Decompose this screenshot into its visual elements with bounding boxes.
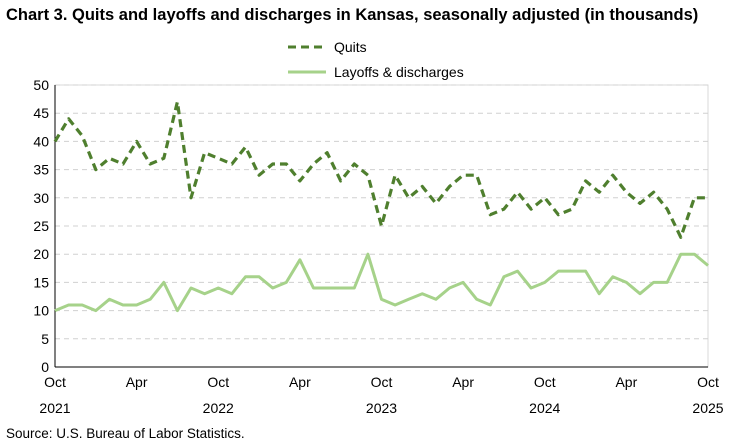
- y-tick-label: 20: [33, 246, 49, 262]
- source-note: Source: U.S. Bureau of Labor Statistics.: [6, 426, 245, 441]
- y-tick-label: 0: [41, 359, 49, 375]
- x-tick-label-year: 2024: [529, 400, 560, 416]
- legend-label: Quits: [334, 39, 367, 55]
- x-tick-label-month: Oct: [207, 374, 229, 390]
- x-tick-label-month: Apr: [452, 374, 474, 390]
- x-tick-label-month: Apr: [289, 374, 311, 390]
- legend-label: Layoffs & discharges: [334, 64, 464, 80]
- x-tick-label-year: 2023: [366, 400, 397, 416]
- x-tick-label-year: 2021: [39, 400, 70, 416]
- x-tick-label-month: Oct: [697, 374, 719, 390]
- y-tick-label: 30: [33, 190, 49, 206]
- y-tick-label: 40: [33, 133, 49, 149]
- x-tick-label-month: Oct: [44, 374, 66, 390]
- y-tick-label: 25: [33, 218, 49, 234]
- y-tick-label: 5: [41, 331, 49, 347]
- y-tick-label: 35: [33, 162, 49, 178]
- y-tick-label: 45: [33, 105, 49, 121]
- x-tick-label-year: 2025: [692, 400, 723, 416]
- y-tick-label: 15: [33, 274, 49, 290]
- x-tick-label-month: Apr: [615, 374, 637, 390]
- y-tick-label: 10: [33, 303, 49, 319]
- chart-title: Chart 3. Quits and layoffs and discharge…: [6, 6, 699, 24]
- y-tick-label: 50: [33, 77, 49, 93]
- x-tick-label-month: Oct: [534, 374, 556, 390]
- x-tick-label-year: 2022: [203, 400, 234, 416]
- x-tick-label-month: Oct: [371, 374, 393, 390]
- x-tick-label-month: Apr: [126, 374, 148, 390]
